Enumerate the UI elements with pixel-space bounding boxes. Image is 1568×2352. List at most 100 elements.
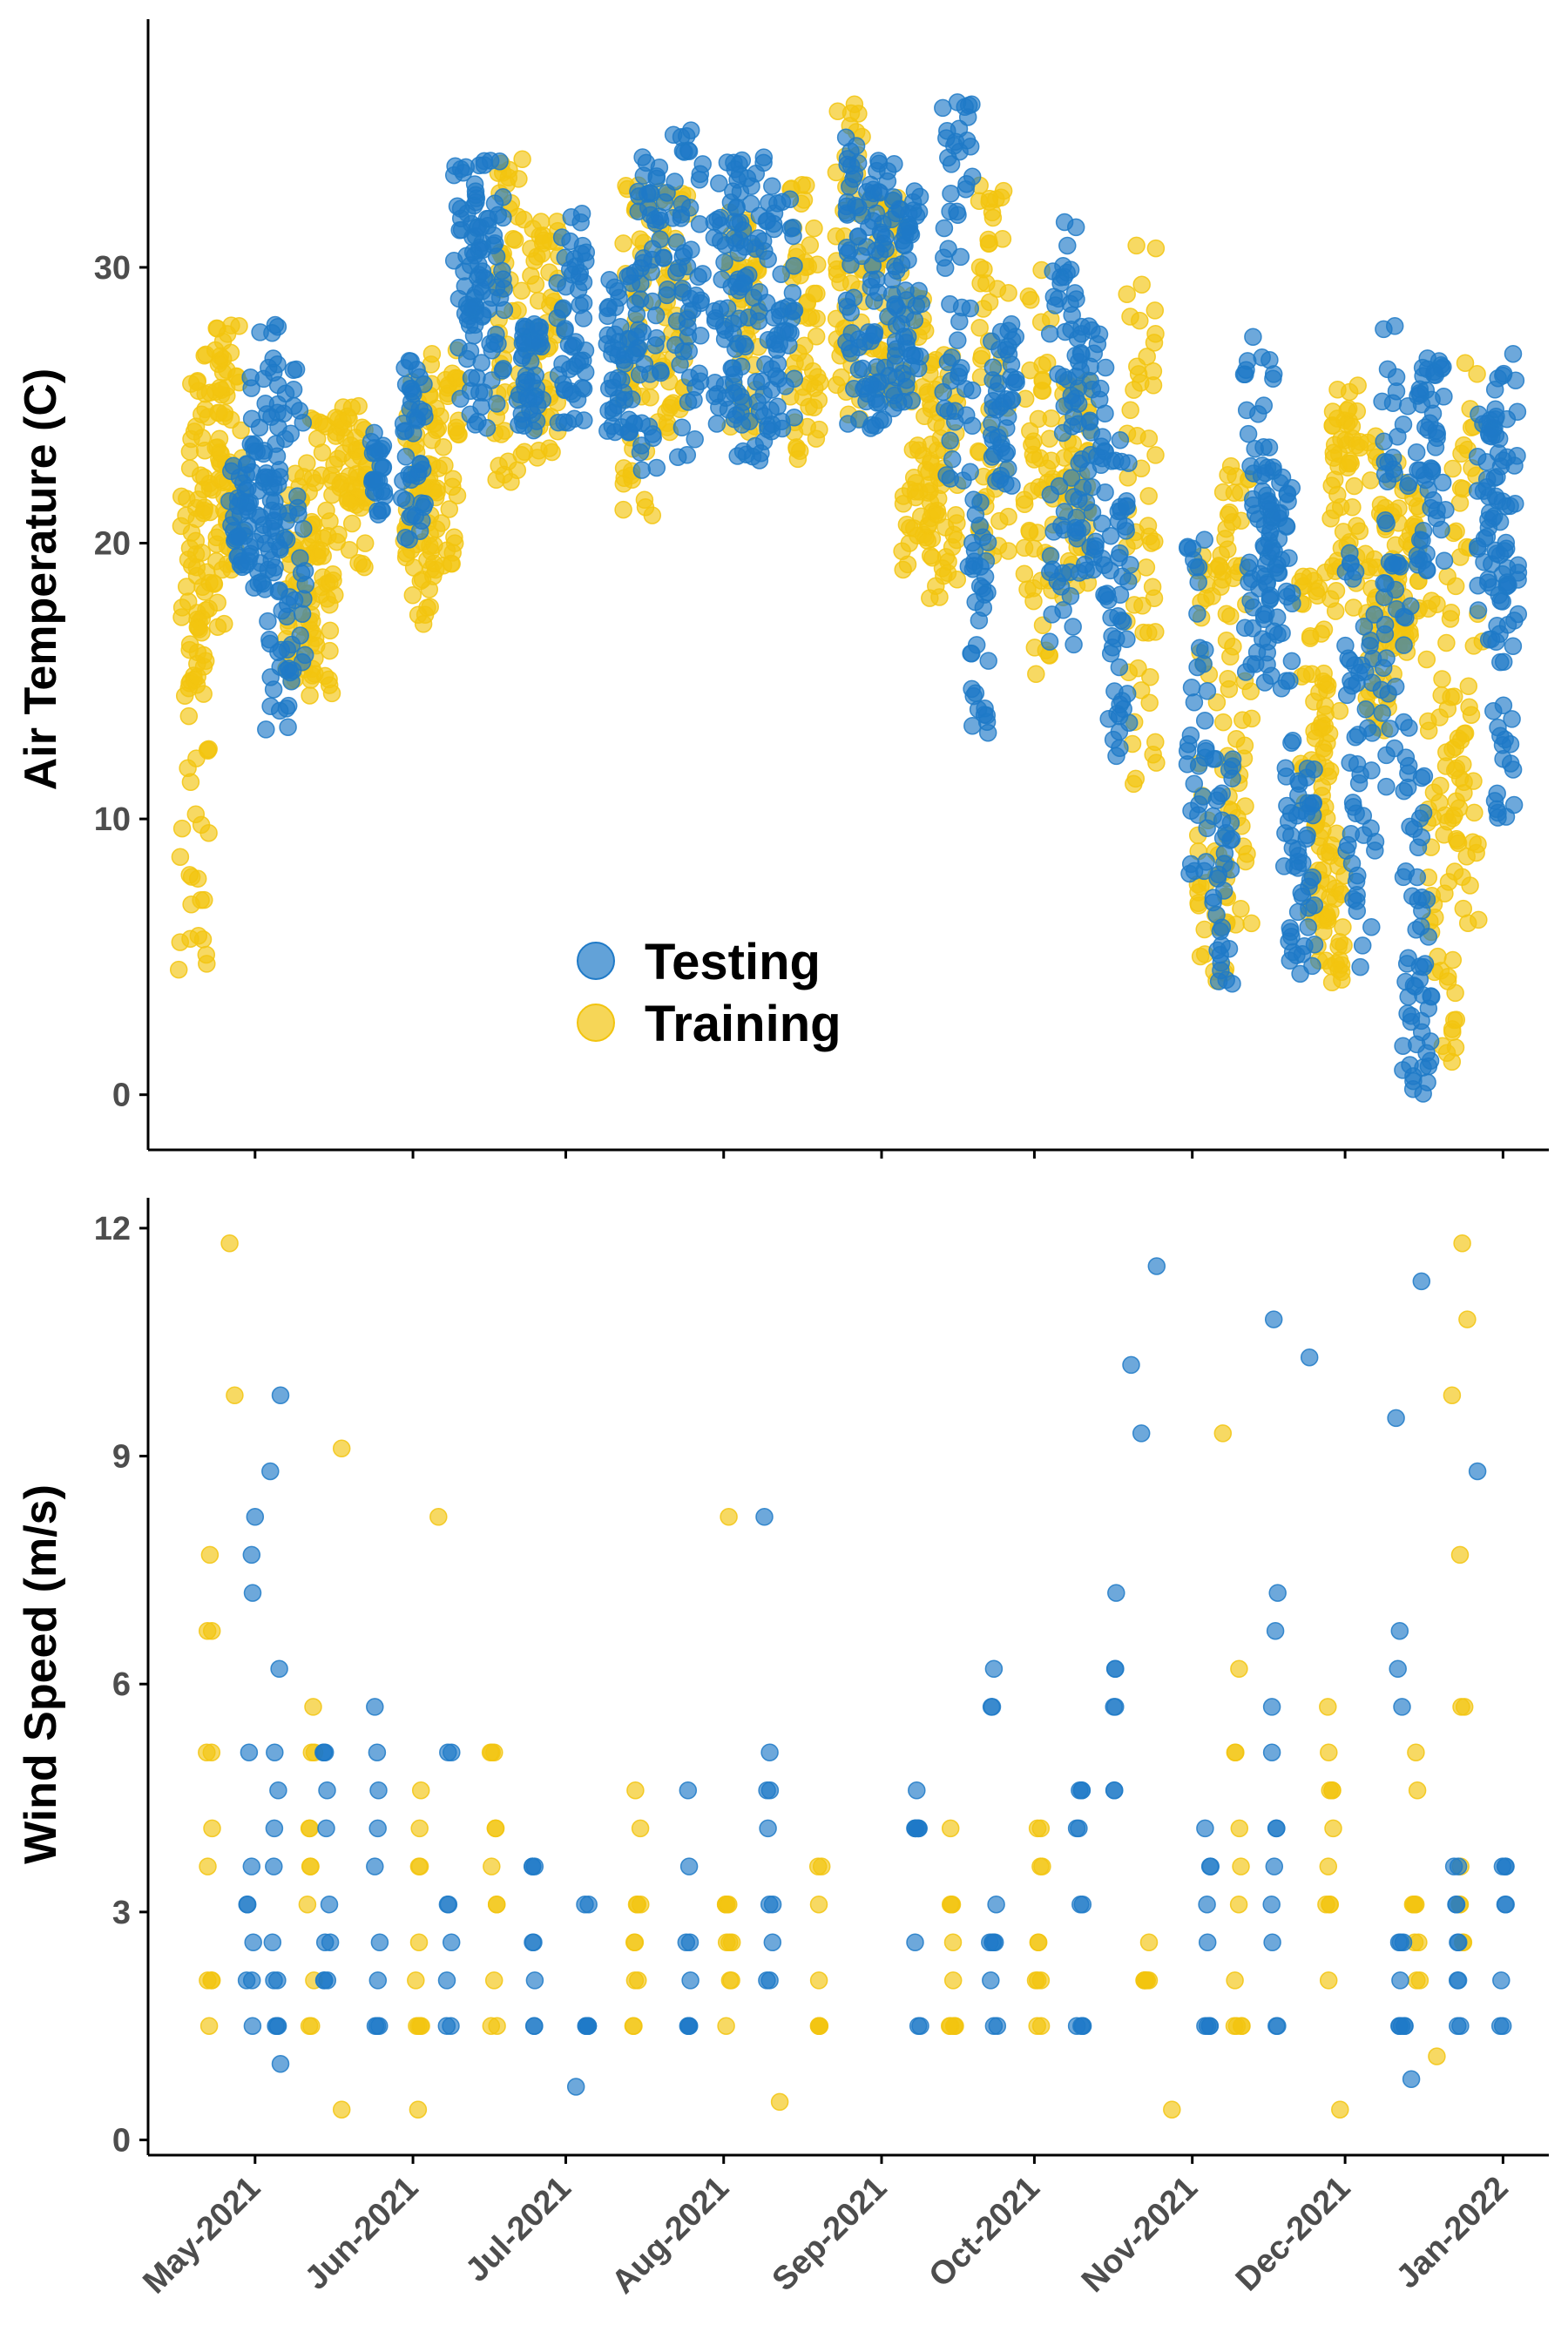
data-point-testing: [1053, 423, 1072, 443]
data-point-testing: [549, 366, 568, 384]
data-point-testing: [943, 449, 962, 469]
data-point-training: [1443, 459, 1462, 478]
data-point-testing: [1111, 585, 1130, 604]
data-point-testing: [1288, 902, 1308, 922]
data-point-testing: [293, 652, 312, 672]
data-point-testing: [1394, 1037, 1412, 1055]
data-point-training: [1356, 544, 1375, 564]
data-point-training: [200, 1545, 220, 1565]
data-point-training: [941, 1819, 960, 1838]
data-point-testing: [1256, 605, 1275, 623]
data-point-training: [432, 514, 451, 532]
data-point-testing: [368, 1743, 387, 1761]
data-point-training: [1451, 478, 1470, 497]
data-point-testing: [366, 1857, 384, 1876]
data-point-testing: [261, 697, 280, 716]
data-point-testing: [549, 413, 568, 432]
data-point-testing: [1444, 1857, 1463, 1876]
data-point-training: [916, 321, 935, 341]
data-point-training: [1459, 677, 1478, 696]
data-point-training: [907, 488, 925, 507]
data-point-training: [410, 1857, 429, 1876]
wind-speed-y-tick-label: 6: [112, 1666, 131, 1703]
data-point-testing: [1349, 774, 1369, 793]
data-point-testing: [1090, 390, 1109, 409]
data-point-training: [1023, 436, 1041, 454]
data-point-testing: [1339, 835, 1357, 855]
data-point-training: [303, 666, 321, 685]
data-point-testing: [320, 1895, 339, 1914]
data-point-testing: [1341, 544, 1359, 563]
data-point-testing: [1395, 713, 1413, 732]
data-point-training: [1140, 693, 1159, 713]
data-point-training: [1443, 1386, 1462, 1405]
data-point-training: [624, 2017, 643, 2035]
data-point-testing: [284, 396, 303, 416]
data-point-testing: [1394, 868, 1413, 887]
data-point-testing: [1265, 1857, 1284, 1876]
data-point-training: [918, 382, 937, 402]
data-point-training: [1453, 1234, 1471, 1253]
data-point-testing: [909, 1819, 928, 1838]
data-point-training: [192, 890, 210, 909]
data-point-testing: [727, 199, 746, 218]
data-point-testing: [288, 487, 307, 505]
data-point-training: [1342, 417, 1362, 436]
data-point-training: [810, 2017, 828, 2035]
data-point-training: [849, 105, 868, 123]
data-point-training: [1189, 883, 1207, 902]
data-point-testing: [276, 384, 295, 402]
data-point-training: [1132, 275, 1151, 294]
data-point-testing: [679, 341, 699, 361]
data-point-training: [187, 749, 206, 767]
data-point-testing: [470, 239, 490, 257]
data-point-testing: [1072, 2017, 1091, 2035]
data-point-testing: [442, 1933, 461, 1952]
data-point-testing: [1195, 711, 1214, 730]
data-point-testing: [1468, 1462, 1487, 1481]
data-point-testing: [941, 431, 959, 450]
data-point-training: [172, 487, 191, 506]
data-point-training: [1323, 1781, 1342, 1800]
data-point-testing: [871, 223, 890, 242]
data-point-testing: [295, 562, 314, 580]
data-point-testing: [1494, 364, 1513, 383]
data-point-training: [186, 417, 206, 436]
data-point-training: [943, 1933, 963, 1952]
data-point-training: [199, 1971, 217, 1990]
data-point-testing: [1211, 922, 1230, 941]
data-point-testing: [866, 416, 885, 436]
data-point-testing: [562, 207, 581, 226]
data-point-training: [188, 654, 206, 673]
data-point-testing: [1356, 700, 1375, 719]
data-point-training: [1230, 1659, 1248, 1679]
data-point-training: [1428, 2047, 1446, 2065]
data-point-testing: [1266, 1621, 1285, 1640]
data-point-training: [172, 598, 192, 617]
data-point-testing: [715, 253, 733, 272]
data-point-training: [786, 354, 804, 373]
data-point-testing: [362, 432, 381, 451]
data-point-testing: [651, 230, 669, 248]
data-point-testing: [559, 335, 578, 354]
data-point-training: [1225, 2017, 1244, 2035]
data-point-testing: [366, 2017, 385, 2035]
data-point-testing: [267, 435, 285, 453]
data-point-testing: [1484, 509, 1502, 528]
data-point-testing: [629, 202, 648, 221]
data-point-testing: [1213, 811, 1232, 829]
data-point-training: [988, 280, 1007, 298]
data-point-testing: [1067, 508, 1086, 527]
data-point-testing: [760, 1743, 779, 1761]
data-point-testing: [1076, 555, 1094, 574]
data-point-testing: [1222, 830, 1241, 848]
data-point-testing: [1050, 476, 1069, 496]
data-point-testing: [1342, 855, 1362, 873]
data-point-training: [203, 1819, 221, 1838]
data-point-training: [614, 234, 632, 253]
data-point-testing: [475, 156, 494, 174]
data-point-testing: [396, 448, 416, 466]
data-point-training: [972, 346, 991, 365]
data-point-training: [1213, 1424, 1233, 1443]
data-point-testing: [1399, 756, 1418, 775]
